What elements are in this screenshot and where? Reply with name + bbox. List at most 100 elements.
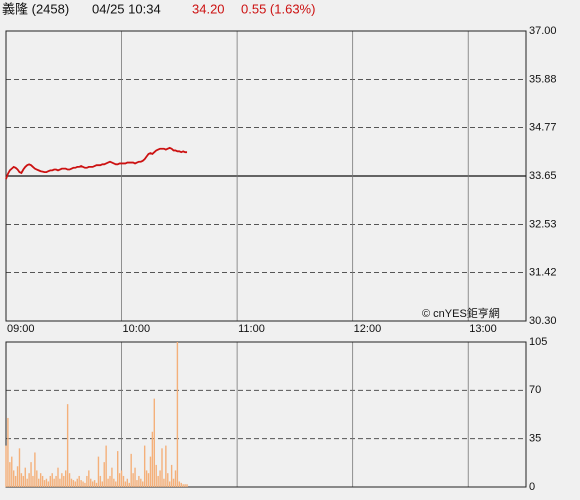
volume-bar [84,482,86,487]
volume-bar [103,462,105,487]
volume-bar [153,398,155,487]
volume-bar [143,445,146,487]
y-tick-label: 70 [529,384,541,396]
volume-bar [41,475,44,487]
volume-bar [5,445,7,487]
volume-bar [49,475,51,487]
volume-bar [165,445,167,487]
volume-bar [93,480,96,487]
volume-bar [122,475,125,487]
price-line [5,146,188,180]
volume-bar [117,451,119,487]
volume-bar [132,473,134,487]
change: 0.55 (1.63%) [241,1,315,16]
y-tick-label: 37.00 [529,25,557,37]
volume-bar [61,473,63,487]
volume-bar [109,475,111,487]
x-tick-label: 09:00 [7,323,35,335]
volume-bar [186,484,188,487]
x-tick-label: 10:00 [123,323,151,335]
stock-name: 義隆 (2458) [2,1,69,16]
volume-bar [130,453,132,487]
volume-bar [172,478,175,487]
y-tick-label: 30.30 [529,315,557,327]
volume-bar [66,404,69,487]
volume-bar [20,473,23,487]
volume-bar [22,475,25,487]
volume-bar [76,478,78,487]
volume-bar [59,478,61,487]
y-tick-label: 35 [529,433,541,445]
panel-frame [5,341,527,488]
volume-bar [38,478,40,487]
volume-bar [34,452,36,487]
volume-bar [184,484,186,487]
volume-bar [72,480,75,487]
volume-bar [136,480,138,487]
volume-bar [7,417,9,487]
volume-bar [145,470,148,487]
y-tick-label: 33.65 [529,170,557,182]
volume-bar [128,482,130,487]
volume-bar [176,342,179,487]
volume-bar [107,478,109,487]
volume-bar [147,473,150,487]
volume-bar [111,467,113,487]
volume-bar [70,478,73,487]
volume-bar [90,478,92,487]
volume-bar [68,473,71,487]
volume-bar [105,445,107,487]
volume-bar [28,473,30,487]
volume-bar [51,473,53,487]
volume-bar [47,481,50,487]
volume-bar [14,475,17,487]
volume-bar [157,475,159,487]
volume-bar [142,481,144,487]
volume-bar [126,478,129,487]
volume-bar [45,478,48,487]
volume-bar [115,481,117,487]
volume-bar [101,481,103,487]
volume-bar [13,470,15,487]
volume-bar [149,456,152,487]
x-tick-label: 12:00 [354,323,382,335]
volume-bar [82,481,84,487]
volume-bar [155,464,157,487]
volume-bar [36,470,38,487]
volume-bar [43,480,46,487]
volume-bar [30,462,32,487]
y-tick-label: 32.53 [529,218,557,230]
volume-bar [124,481,127,487]
volume-bar [18,448,21,487]
volume-bar [88,470,90,487]
volume-bar [170,464,173,487]
volume-bar [63,475,65,487]
volume-bar [53,478,55,487]
volume-bar [16,466,19,487]
volume-bar [95,482,98,487]
volume-bar [151,431,154,487]
volume-bar [140,478,142,487]
volume-bar [39,473,42,487]
volume-bar [182,484,184,487]
volume-bar [80,480,82,487]
volume-bar [138,475,140,487]
y-tick-label: 34.77 [529,121,557,133]
volume-bar [120,470,123,487]
y-tick-label: 31.42 [529,266,557,278]
volume-bar [24,467,26,487]
volume-bar [99,475,102,487]
x-tick-label: 11:00 [238,323,265,335]
volume-bar [26,478,28,487]
volume-bar [86,475,88,487]
volume-bar [180,482,182,487]
volume-bar [65,470,67,487]
y-tick-label: 35.88 [529,73,557,85]
watermark: © cnYES鉅亨網 [422,306,500,320]
volume-bar [32,475,34,487]
volume-bar [161,448,163,487]
volume-bar [113,478,115,487]
volume-bar [159,470,161,487]
volume-bar [9,462,11,487]
